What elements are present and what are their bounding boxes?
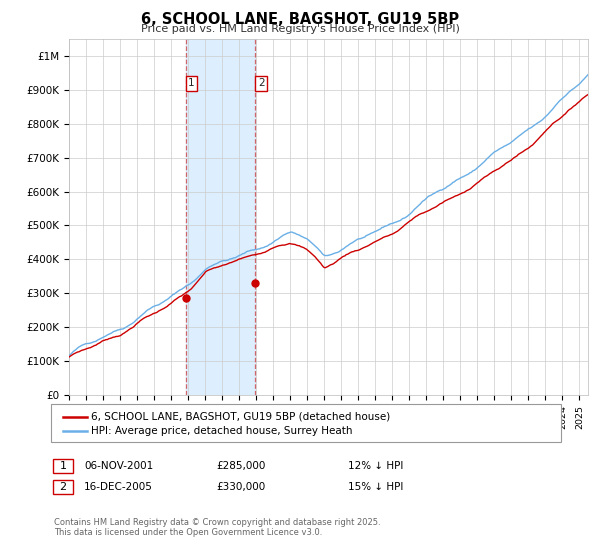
Text: 1: 1 [188, 78, 195, 88]
Text: 6, SCHOOL LANE, BAGSHOT, GU19 5BP (detached house): 6, SCHOOL LANE, BAGSHOT, GU19 5BP (detac… [91, 412, 391, 422]
Text: £285,000: £285,000 [216, 461, 265, 471]
Text: 2: 2 [59, 482, 67, 492]
Text: 1: 1 [59, 461, 67, 471]
Text: HPI: Average price, detached house, Surrey Heath: HPI: Average price, detached house, Surr… [91, 426, 353, 436]
Text: 15% ↓ HPI: 15% ↓ HPI [348, 482, 403, 492]
Text: £330,000: £330,000 [216, 482, 265, 492]
Bar [185, 39, 256, 395]
Text: 6, SCHOOL LANE, BAGSHOT, GU19 5BP: 6, SCHOOL LANE, BAGSHOT, GU19 5BP [141, 12, 459, 27]
Text: 12% ↓ HPI: 12% ↓ HPI [348, 461, 403, 471]
Text: Contains HM Land Registry data © Crown copyright and database right 2025.
This d: Contains HM Land Registry data © Crown c… [54, 518, 380, 538]
Text: Price paid vs. HM Land Registry's House Price Index (HPI): Price paid vs. HM Land Registry's House … [140, 24, 460, 34]
Text: 2: 2 [258, 78, 265, 88]
Text: 16-DEC-2005: 16-DEC-2005 [84, 482, 153, 492]
Text: 06-NOV-2001: 06-NOV-2001 [84, 461, 153, 471]
